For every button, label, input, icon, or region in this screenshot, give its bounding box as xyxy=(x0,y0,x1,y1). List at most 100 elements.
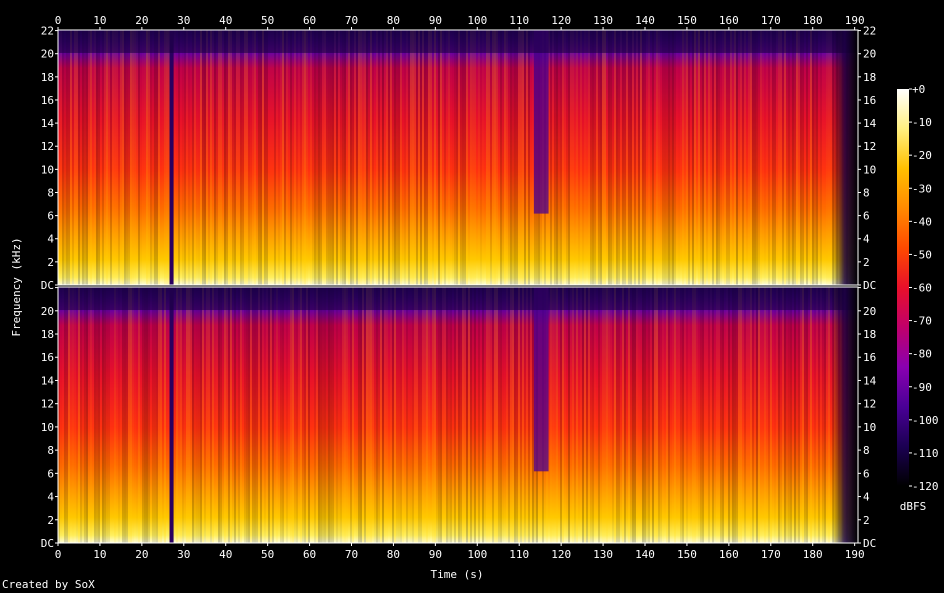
x-tick-label-bottom: 170 xyxy=(761,548,781,561)
y-tick-label-left: 8 xyxy=(47,186,54,199)
texture-streak xyxy=(586,30,588,285)
texture-streak xyxy=(312,30,314,285)
texture-streak xyxy=(410,30,412,285)
texture-streak xyxy=(748,287,750,543)
texture-streak xyxy=(788,30,790,285)
texture-streak xyxy=(716,30,718,285)
x-tick-label-bottom: 130 xyxy=(593,548,613,561)
texture-streak xyxy=(708,287,710,543)
texture-streak xyxy=(752,30,754,285)
texture-streak xyxy=(490,287,492,543)
texture-streak xyxy=(346,30,348,285)
texture-streak xyxy=(822,287,824,543)
texture-streak xyxy=(808,30,810,285)
texture-streak xyxy=(792,287,794,543)
texture-streak xyxy=(560,287,562,543)
texture-streak xyxy=(588,287,590,543)
texture-streak xyxy=(594,287,596,543)
texture-streak xyxy=(96,287,98,543)
texture-streak xyxy=(686,287,688,543)
texture-streak xyxy=(460,287,462,543)
texture-streak xyxy=(268,287,270,543)
texture-streak xyxy=(624,287,626,543)
texture-streak xyxy=(118,30,120,285)
texture-streak xyxy=(346,287,348,543)
texture-streak xyxy=(746,30,748,285)
y-tick-label-right: 14 xyxy=(863,117,877,130)
texture-streak xyxy=(714,30,716,285)
texture-streak xyxy=(600,287,602,543)
texture-streak xyxy=(220,287,222,543)
texture-streak xyxy=(450,287,452,543)
y-tick-label-right: 16 xyxy=(863,351,876,364)
texture-streak xyxy=(640,287,642,543)
texture-streak xyxy=(798,287,800,543)
texture-streak xyxy=(394,287,396,543)
texture-streak xyxy=(102,30,104,285)
x-tick-label-top: 10 xyxy=(93,14,106,27)
texture-streak xyxy=(382,287,384,543)
colorbar-gradient xyxy=(897,89,909,486)
texture-streak xyxy=(274,287,276,543)
texture-streak xyxy=(814,30,816,285)
texture-streak xyxy=(304,30,306,285)
texture-streak xyxy=(156,287,158,543)
texture-streak xyxy=(744,30,746,285)
x-tick-label-bottom: 100 xyxy=(467,548,487,561)
texture-streak xyxy=(652,30,654,285)
texture-streak xyxy=(736,287,738,543)
texture-streak xyxy=(302,30,304,285)
texture-streak xyxy=(734,287,736,543)
texture-streak xyxy=(72,287,74,543)
texture-streak xyxy=(476,287,478,543)
texture-streak xyxy=(290,30,292,285)
texture-streak xyxy=(602,30,604,285)
texture-streak xyxy=(662,287,664,543)
texture-streak xyxy=(112,287,114,543)
colorbar-tick-label: -40 xyxy=(912,215,932,228)
texture-streak xyxy=(254,287,256,543)
texture-streak xyxy=(580,287,582,543)
texture-streak xyxy=(566,30,568,285)
texture-streak xyxy=(712,30,714,285)
texture-streak xyxy=(114,30,116,285)
texture-streak xyxy=(86,30,88,285)
texture-streak xyxy=(418,30,420,285)
texture-streak xyxy=(482,30,484,285)
texture-streak xyxy=(562,287,564,543)
texture-streak xyxy=(372,287,374,543)
texture-streak xyxy=(428,30,430,285)
texture-streak xyxy=(244,30,246,285)
texture-streak xyxy=(404,287,406,543)
texture-streak xyxy=(508,30,510,285)
texture-streak xyxy=(222,287,224,543)
texture-streak xyxy=(480,30,482,285)
texture-streak xyxy=(190,30,192,285)
texture-streak xyxy=(242,30,244,285)
x-tick-label-top: 180 xyxy=(803,14,823,27)
texture-streak xyxy=(70,287,72,543)
texture-streak xyxy=(184,287,186,543)
texture-streak xyxy=(176,287,178,543)
texture-streak xyxy=(154,287,156,543)
texture-streak xyxy=(468,287,470,543)
texture-streak xyxy=(110,30,112,285)
texture-streak xyxy=(148,287,150,543)
texture-streak xyxy=(296,30,298,285)
texture-streak xyxy=(566,287,568,543)
texture-streak xyxy=(256,30,258,285)
texture-streak xyxy=(648,287,650,543)
texture-streak xyxy=(628,30,630,285)
texture-streak xyxy=(434,30,436,285)
texture-streak xyxy=(404,30,406,285)
texture-streak xyxy=(730,287,732,543)
texture-streak xyxy=(784,287,786,543)
texture-streak xyxy=(68,30,70,285)
texture-streak xyxy=(526,287,528,543)
texture-streak xyxy=(802,30,804,285)
y-tick-label-right: 10 xyxy=(863,163,876,176)
texture-streak xyxy=(450,30,452,285)
texture-streak xyxy=(642,30,644,285)
texture-streak xyxy=(130,287,132,543)
texture-streak xyxy=(230,287,232,543)
